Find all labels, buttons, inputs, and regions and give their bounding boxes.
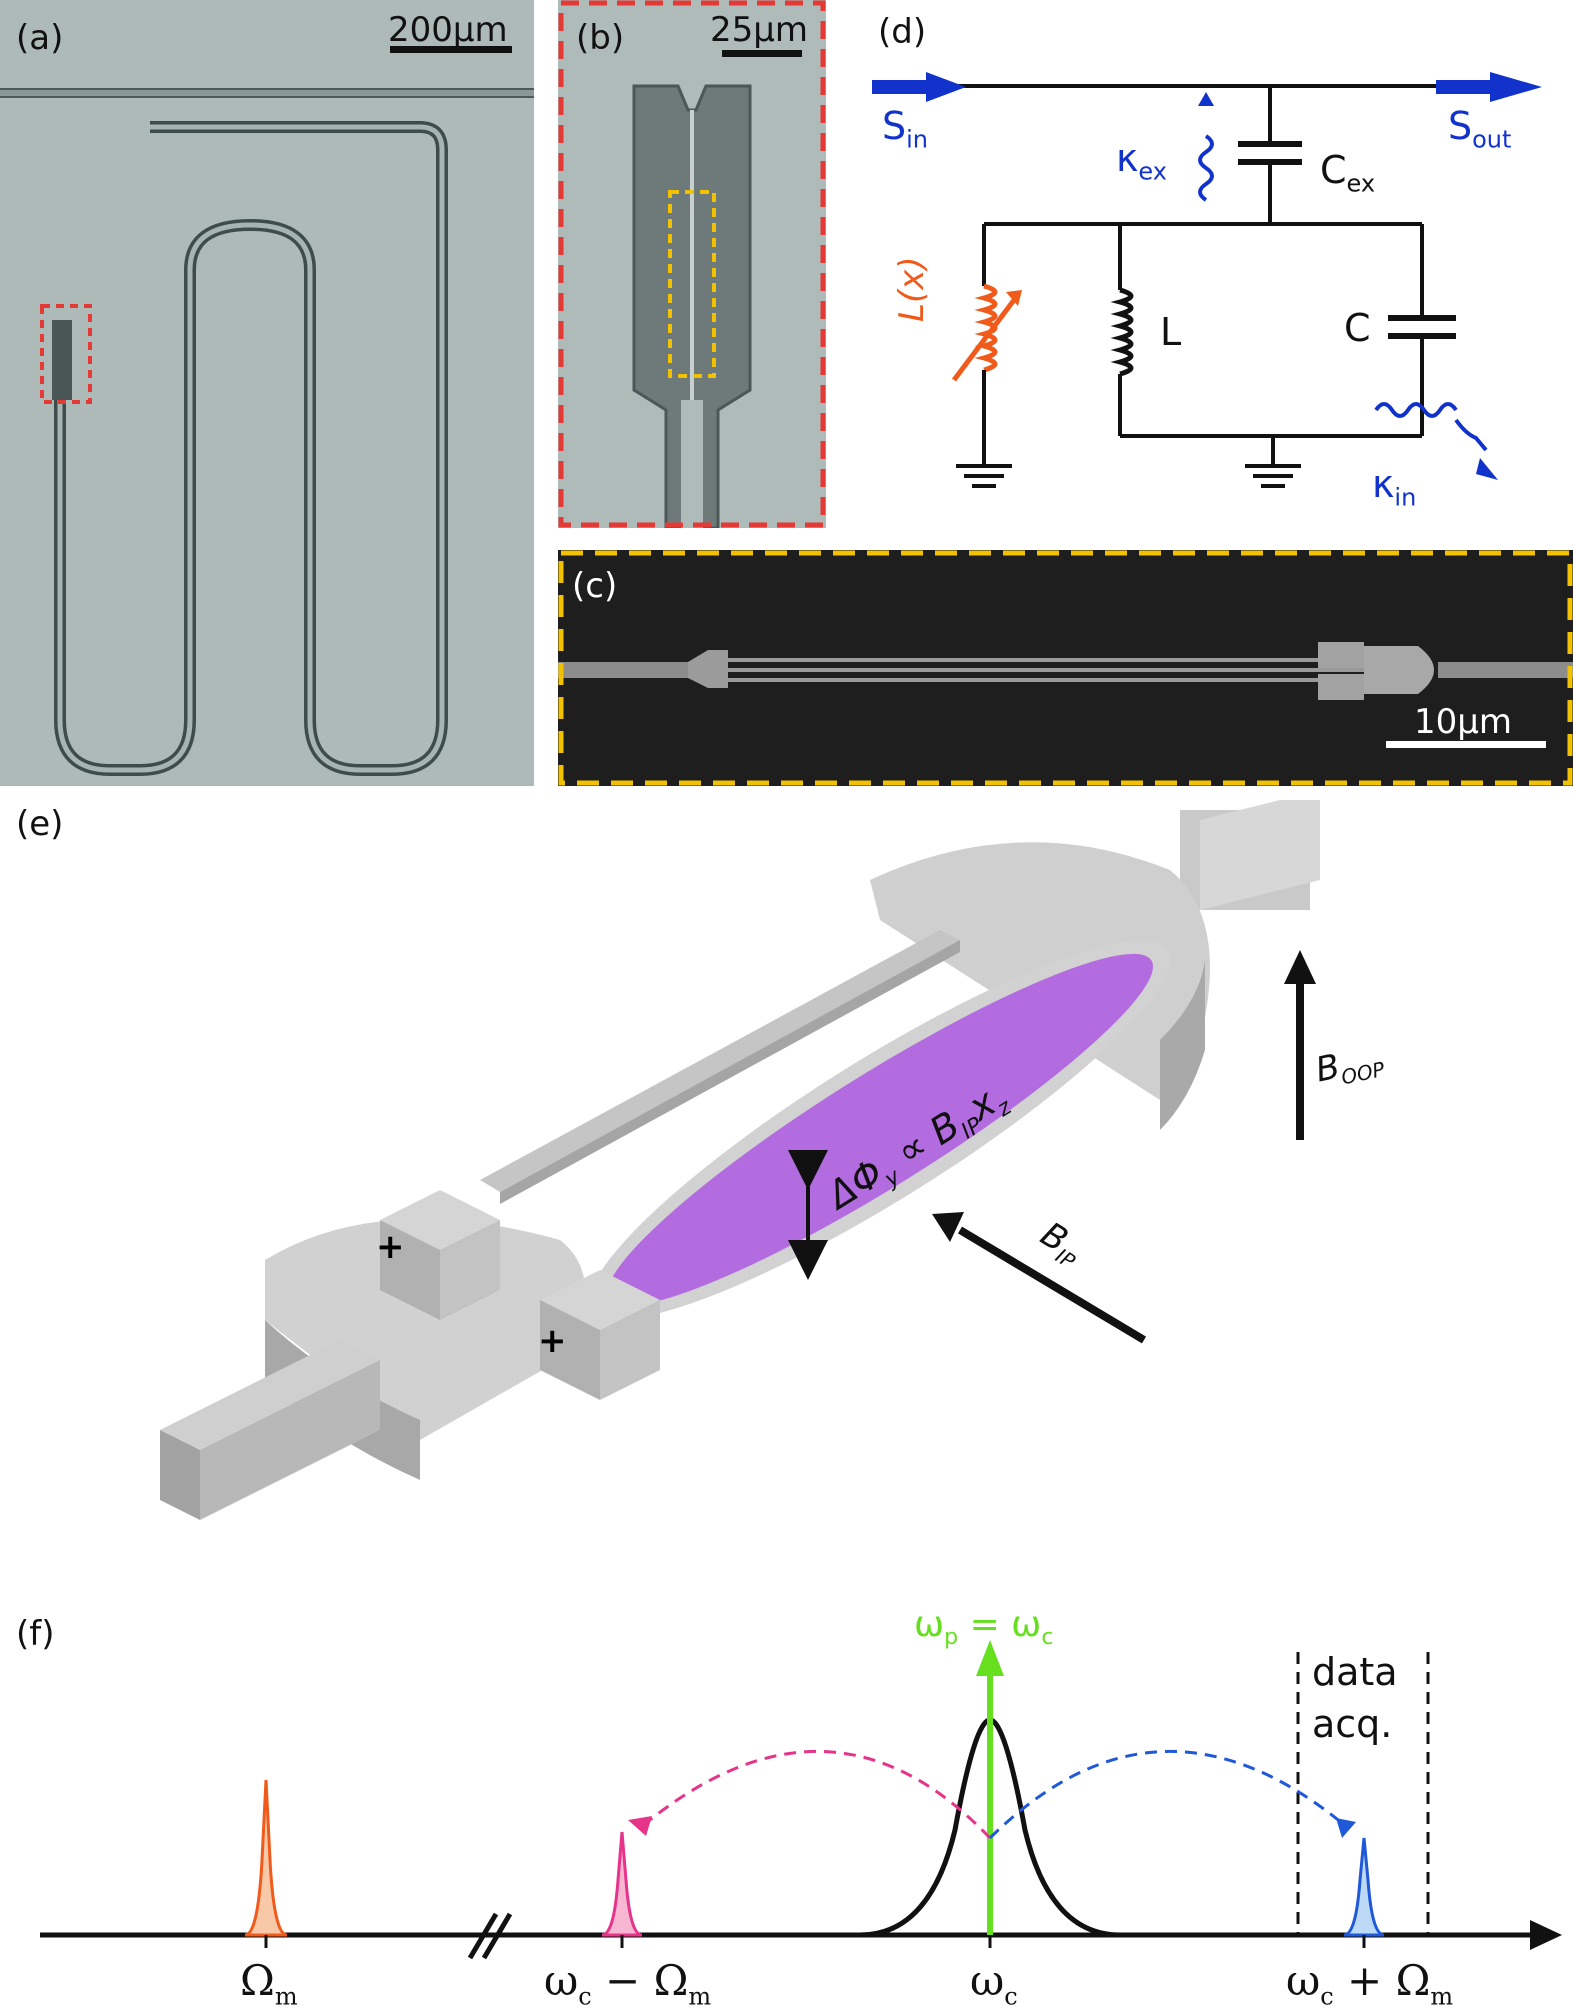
panel-e-label: (e) [16,804,64,844]
panel-a-micrograph [0,0,534,786]
probe-label: ωp = ωc [914,1610,1054,1651]
label-s-in: Sin [882,104,929,154]
panel-a-scale-text: 200µm [388,10,508,50]
label-l: L [1160,310,1182,354]
panel-f-label: (f) [16,1614,55,1654]
label-c: C [1344,306,1371,350]
panel-e-3d-device: + + [160,800,1320,1520]
plus-mark-2: + [538,1321,567,1361]
panel-c: (c) 10µm [558,550,1573,786]
panel-f: (f) ωp = ωc data acq. Ωm ωc − Ωm ωc ωc +… [0,1610,1573,2016]
panel-f-spectrum [40,1640,1562,1960]
axis-break [467,1912,499,1960]
peak-omega-m [244,1779,288,1937]
panel-d-label: (d) [878,12,927,52]
tick-label-lower-sideband: ωc − Ωm [544,1956,712,2011]
data-acq-label-2: acq. [1312,1702,1393,1746]
tick-label-center: ωc [970,1956,1018,2011]
tick-label-upper-sideband: ωc + Ωm [1286,1956,1454,2011]
panel-a-label: (a) [16,18,64,58]
peak-upper-sideband [1343,1837,1385,1937]
axis-arrowhead [1530,1920,1562,1950]
panel-a: (a) 200µm [0,0,534,786]
panel-e: + + (e) ΔΦy ∝ BIPxz BOOP BIP [0,800,1573,1600]
panel-b-micrograph [558,0,826,528]
panel-b: (b) 25µm [558,0,826,528]
panel-c-scale-text: 10µm [1414,702,1513,742]
panel-b-label: (b) [576,18,625,58]
panel-d-circuit [872,72,1542,488]
panel-b-scale-text: 25µm [710,10,809,50]
data-acq-label-1: data [1312,1650,1398,1694]
scatter-arc-upper [988,1750,1349,1840]
tick-label-omega-m: Ωm [240,1956,298,2011]
panel-c-label: (c) [572,566,618,606]
label-l-x: L(x) [892,256,932,322]
label-c-ex: Cex [1320,148,1376,198]
panel-c-sem-image [558,550,1573,786]
label-kappa-in: κin [1372,462,1417,512]
plus-mark-1: + [376,1227,405,1267]
label-s-out: Sout [1448,104,1512,154]
label-kappa-ex: κex [1116,136,1167,186]
peak-lower-sideband [601,1831,643,1937]
scatter-arc-lower [639,1749,992,1840]
panel-d: (d) Sin Sout κex Cex L(x) L C κin [836,0,1573,540]
